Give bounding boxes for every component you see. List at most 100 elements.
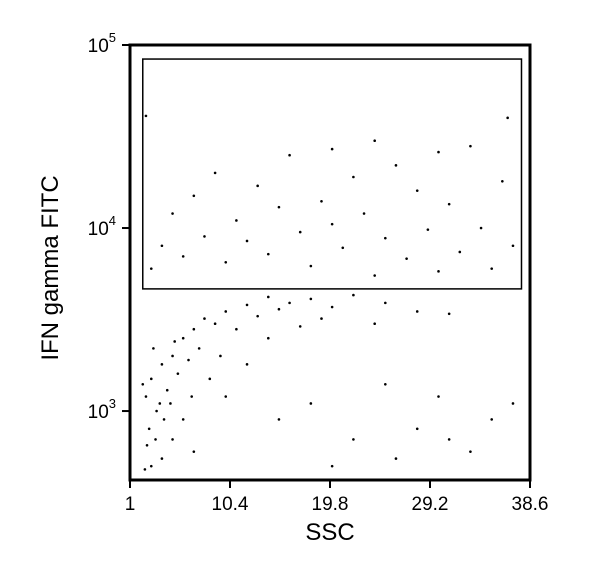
point xyxy=(447,202,451,206)
point xyxy=(437,270,440,273)
point xyxy=(437,395,440,398)
point xyxy=(192,327,196,331)
point xyxy=(309,402,313,405)
point xyxy=(330,222,334,226)
point xyxy=(160,244,164,248)
point xyxy=(352,438,355,441)
point xyxy=(266,252,270,256)
point xyxy=(330,464,334,468)
y-tick-exponent: 5 xyxy=(109,30,116,45)
point xyxy=(192,194,196,198)
point xyxy=(187,358,190,362)
y-tick-exponent: 4 xyxy=(109,213,116,228)
point xyxy=(235,327,238,331)
point xyxy=(160,363,164,366)
y-tick-base: 10 xyxy=(88,402,109,423)
point xyxy=(384,236,387,240)
point xyxy=(415,310,419,313)
point xyxy=(277,307,281,311)
point xyxy=(203,317,206,320)
point xyxy=(190,395,194,398)
point xyxy=(447,312,451,316)
point xyxy=(266,295,270,299)
y-tick-label: 104 xyxy=(88,213,116,240)
point xyxy=(169,402,172,405)
plot-frame xyxy=(128,43,532,482)
point xyxy=(405,257,408,260)
point xyxy=(469,144,472,148)
point xyxy=(224,310,228,313)
point xyxy=(437,150,440,154)
point xyxy=(490,418,494,421)
point xyxy=(155,409,158,413)
point xyxy=(415,189,419,192)
point xyxy=(298,325,302,328)
point xyxy=(288,153,291,157)
point xyxy=(506,116,509,120)
point xyxy=(245,239,249,243)
point xyxy=(149,377,153,381)
point xyxy=(447,438,451,441)
point xyxy=(245,363,249,366)
point xyxy=(309,264,313,268)
point xyxy=(245,303,249,307)
point xyxy=(384,383,387,386)
point xyxy=(362,212,366,215)
point xyxy=(330,305,334,309)
x-tick-label: 29.2 xyxy=(412,494,449,515)
y-tick-label: 105 xyxy=(88,30,116,57)
point xyxy=(181,255,185,258)
point xyxy=(171,438,174,441)
y-tick-base: 10 xyxy=(88,219,109,240)
point xyxy=(158,402,162,405)
point xyxy=(144,395,148,398)
point xyxy=(277,205,281,209)
point xyxy=(162,418,166,421)
point xyxy=(309,297,313,301)
y-axis-title: IFN gamma FITC xyxy=(37,175,64,360)
point xyxy=(266,336,270,340)
point xyxy=(458,250,462,254)
point xyxy=(511,244,515,248)
point xyxy=(479,226,483,230)
point xyxy=(197,347,201,350)
point xyxy=(145,443,149,447)
point xyxy=(213,322,217,326)
point xyxy=(192,450,196,453)
y-tick-exponent: 3 xyxy=(109,396,116,411)
point xyxy=(154,438,157,441)
x-tick-label: 19.8 xyxy=(312,494,349,515)
point xyxy=(165,388,169,392)
point xyxy=(160,457,164,460)
point xyxy=(373,139,376,142)
point xyxy=(277,418,281,421)
point xyxy=(352,175,355,179)
point xyxy=(373,322,376,326)
point xyxy=(256,184,259,188)
point xyxy=(384,301,387,305)
point xyxy=(141,383,145,386)
point xyxy=(224,395,228,398)
gate xyxy=(142,58,523,290)
point xyxy=(203,235,206,238)
x-tick-label: 1 xyxy=(125,494,136,515)
point xyxy=(490,267,494,270)
point xyxy=(219,354,222,358)
point xyxy=(213,171,217,175)
point xyxy=(469,450,472,453)
point xyxy=(394,164,398,167)
point xyxy=(208,377,212,381)
point xyxy=(341,246,345,250)
point xyxy=(426,228,430,231)
point xyxy=(394,457,398,460)
point xyxy=(298,230,302,234)
point xyxy=(181,418,185,421)
point xyxy=(373,274,376,277)
point xyxy=(176,372,180,375)
point xyxy=(147,427,151,431)
point xyxy=(171,354,174,358)
y-tick-label: 103 xyxy=(88,396,116,423)
point xyxy=(415,427,419,431)
point xyxy=(149,464,153,468)
